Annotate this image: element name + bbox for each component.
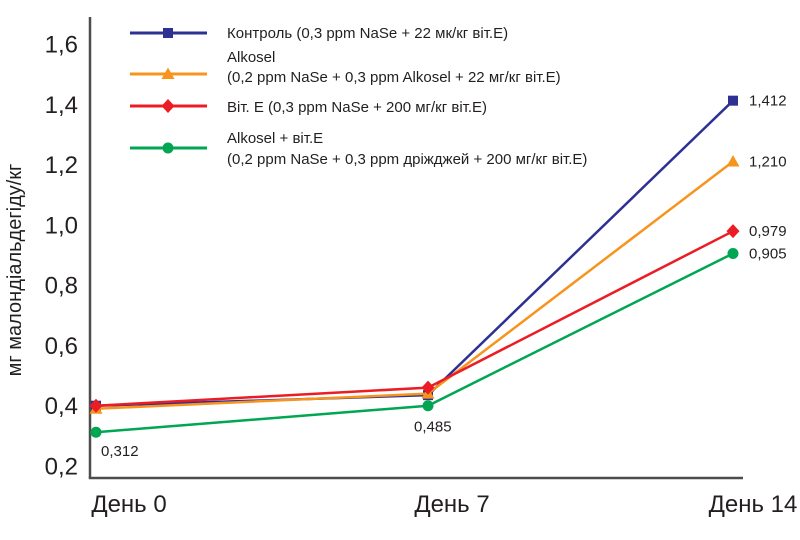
point-label: 1,210 [749,154,787,171]
marker-triangle [161,67,175,79]
legend: Контроль (0,3 ppm NaSe + 22 мк/кг віт.Е)… [130,25,587,168]
y-tick-label: 1,0 [45,212,78,239]
marker-triangle [726,155,740,167]
point-label: 0,312 [101,443,139,460]
y-tick-label: 0,2 [45,454,78,481]
marker-circle [422,400,434,412]
marker-square [163,28,173,38]
legend-label-vite: Віт. Е (0,3 ppm NaSe + 200 мг/кг віт.Е) [227,99,487,116]
point-label: 0,979 [749,223,787,240]
y-tick-label: 1,2 [45,152,78,179]
legend-markers [130,28,207,154]
marker-diamond [161,99,175,113]
legend-label-alkosel-1: Alkosel [227,49,275,66]
series-line [95,160,734,410]
marker-diamond [421,380,435,395]
marker-diamond [726,224,740,239]
marker-diamond [89,398,103,413]
x-tick-day14: День 14 [709,491,798,518]
series-layer [89,95,740,438]
y-tick-label: 0,4 [45,393,78,420]
y-axis-title: мг малондіальдегіду/кг [4,164,26,377]
legend-label-control: Контроль (0,3 ppm NaSe + 22 мк/кг віт.Е) [227,25,508,42]
legend-label-alkosel-2: (0,2 ppm NaSe + 0,3 ppm Alkosel + 22 мг/… [227,69,561,86]
x-tick-day0: День 0 [91,491,166,518]
y-tick-label: 1,6 [45,32,78,59]
point-label: 0,905 [749,245,787,262]
series-line [95,230,734,407]
legend-label-alkosel-vite-1: Alkosel + віт.Е [227,130,323,147]
x-tick-day7: День 7 [414,491,489,518]
point-label: 0,485 [414,419,452,436]
axes-layer: 1,6 1,4 1,2 1,0 0,8 0,6 0,4 0,2 [45,17,743,481]
y-tick-label: 1,4 [45,92,78,119]
marker-square [728,95,738,106]
marker-circle [727,247,739,259]
y-tick-label: 0,6 [45,333,78,360]
legend-label-alkosel-vite-2: (0,2 ppm NaSe + 0,3 ppm дріжджей + 200 м… [227,151,587,168]
y-tick-label: 0,8 [45,273,78,300]
point-label: 1,412 [749,93,787,110]
point-labels-layer: 0,312 0,485 1,412 1,210 0,979 0,905 [101,93,787,461]
series-line [95,99,734,407]
marker-circle [90,426,102,438]
marker-circle [162,142,174,154]
